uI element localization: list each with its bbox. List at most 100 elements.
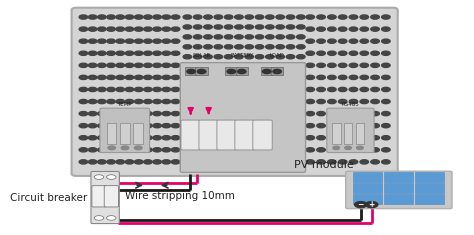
Circle shape: [144, 136, 152, 140]
Circle shape: [214, 15, 223, 19]
Circle shape: [135, 148, 143, 152]
Circle shape: [371, 63, 379, 67]
Circle shape: [371, 124, 379, 128]
Circle shape: [125, 39, 134, 43]
Text: TEMP: TEMP: [118, 102, 132, 107]
Circle shape: [317, 63, 325, 67]
Circle shape: [79, 27, 88, 31]
Circle shape: [135, 136, 143, 140]
Circle shape: [107, 75, 115, 79]
Circle shape: [204, 35, 212, 39]
Circle shape: [79, 160, 88, 164]
Circle shape: [328, 15, 336, 19]
Circle shape: [382, 99, 390, 104]
Circle shape: [162, 99, 171, 104]
Circle shape: [171, 51, 180, 55]
Circle shape: [317, 39, 325, 43]
Circle shape: [98, 63, 106, 67]
Circle shape: [382, 27, 390, 31]
Circle shape: [328, 87, 336, 92]
Circle shape: [338, 124, 347, 128]
Bar: [384, 194, 413, 204]
Circle shape: [79, 15, 88, 19]
Circle shape: [328, 51, 336, 55]
Circle shape: [88, 124, 97, 128]
Circle shape: [214, 55, 223, 59]
Circle shape: [306, 27, 315, 31]
Circle shape: [371, 15, 379, 19]
Circle shape: [317, 99, 325, 104]
Circle shape: [338, 111, 347, 116]
Circle shape: [338, 136, 347, 140]
Circle shape: [79, 124, 88, 128]
Circle shape: [98, 87, 106, 92]
Circle shape: [338, 39, 347, 43]
Circle shape: [116, 27, 125, 31]
Circle shape: [79, 136, 88, 140]
Circle shape: [245, 15, 254, 19]
Circle shape: [153, 99, 161, 104]
Circle shape: [349, 136, 358, 140]
Text: BATTERY: BATTERY: [230, 53, 254, 58]
Circle shape: [153, 148, 161, 152]
Circle shape: [183, 35, 191, 39]
Circle shape: [360, 148, 368, 152]
Circle shape: [338, 75, 347, 79]
Circle shape: [286, 15, 295, 19]
Circle shape: [371, 99, 379, 104]
Circle shape: [245, 35, 254, 39]
Circle shape: [79, 87, 88, 92]
Circle shape: [317, 136, 325, 140]
Text: SOLAR: SOLAR: [192, 53, 211, 58]
Circle shape: [345, 146, 351, 149]
Circle shape: [360, 160, 368, 164]
Circle shape: [171, 160, 180, 164]
Circle shape: [98, 51, 106, 55]
Circle shape: [183, 45, 191, 49]
Circle shape: [98, 148, 106, 152]
Bar: [236, 67, 248, 75]
FancyBboxPatch shape: [100, 108, 150, 153]
Circle shape: [125, 160, 134, 164]
Circle shape: [349, 124, 358, 128]
Circle shape: [79, 148, 88, 152]
Circle shape: [153, 63, 161, 67]
Circle shape: [79, 111, 88, 116]
Circle shape: [286, 45, 295, 49]
Circle shape: [125, 15, 134, 19]
Circle shape: [349, 99, 358, 104]
Circle shape: [107, 87, 115, 92]
Circle shape: [328, 99, 336, 104]
Circle shape: [153, 87, 161, 92]
Circle shape: [204, 45, 212, 49]
Circle shape: [144, 111, 152, 116]
Circle shape: [306, 124, 315, 128]
Circle shape: [116, 160, 125, 164]
Circle shape: [135, 160, 143, 164]
Circle shape: [187, 69, 195, 74]
Circle shape: [98, 39, 106, 43]
Circle shape: [98, 27, 106, 31]
FancyBboxPatch shape: [199, 120, 219, 150]
Circle shape: [107, 39, 115, 43]
Circle shape: [382, 51, 390, 55]
Circle shape: [276, 35, 284, 39]
FancyBboxPatch shape: [180, 63, 306, 172]
FancyBboxPatch shape: [253, 120, 272, 150]
Circle shape: [317, 148, 325, 152]
Circle shape: [224, 35, 233, 39]
Circle shape: [144, 51, 152, 55]
Circle shape: [98, 111, 106, 116]
Circle shape: [144, 87, 152, 92]
Circle shape: [255, 35, 264, 39]
Circle shape: [306, 39, 315, 43]
Circle shape: [265, 55, 274, 59]
Circle shape: [349, 15, 358, 19]
Circle shape: [328, 160, 336, 164]
Circle shape: [98, 75, 106, 79]
Circle shape: [79, 99, 88, 104]
Circle shape: [153, 15, 161, 19]
Circle shape: [193, 45, 202, 49]
Bar: [120, 123, 130, 144]
Circle shape: [328, 39, 336, 43]
